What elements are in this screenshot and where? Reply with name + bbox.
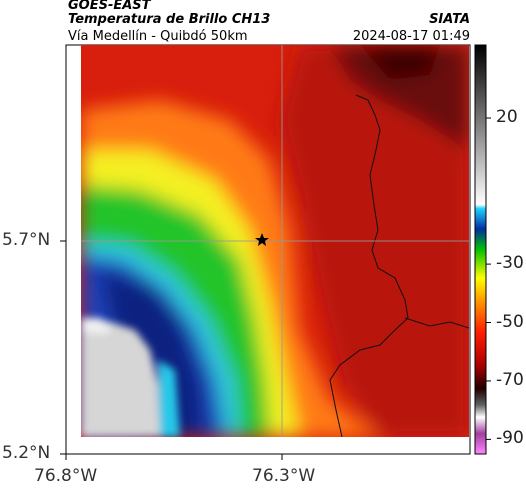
colorbar-label: -30 xyxy=(496,253,524,274)
colorbar xyxy=(474,44,487,455)
region-label: Vía Medellín - Quibdó 50km xyxy=(68,29,248,44)
border-line xyxy=(329,94,409,437)
product-title: Temperatura de Brillo CH13 xyxy=(68,12,271,27)
colorbar-label: -70 xyxy=(496,369,524,390)
satellite-title: GOES-EAST xyxy=(68,0,151,13)
colorbar-label: -50 xyxy=(496,311,524,332)
source-label: SIATA xyxy=(429,12,470,27)
lat-label-5-7: 5.7°N xyxy=(2,230,51,250)
lon-label-76-3: 76.3°W xyxy=(252,466,316,486)
colorbar-label: -90 xyxy=(496,428,524,449)
lat-label-5-2: 5.2°N xyxy=(2,443,51,463)
colorbar-ticks xyxy=(486,117,491,440)
datetime-label: 2024-08-17 01:49 xyxy=(352,29,470,44)
star-icon xyxy=(255,233,269,246)
lon-label-76-8: 76.8°W xyxy=(34,466,98,486)
brightness-temperature-field xyxy=(81,45,469,437)
colorbar-label: 20 xyxy=(496,107,518,128)
